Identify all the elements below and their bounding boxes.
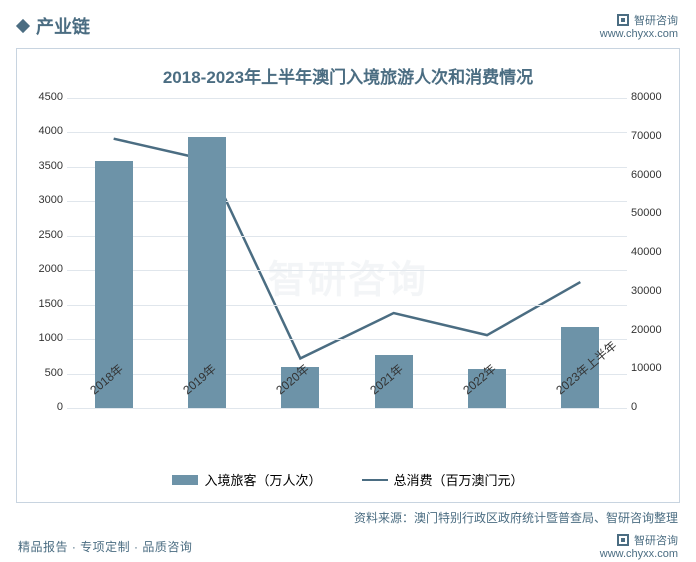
brand-url: www.chyxx.com [600,28,678,40]
y-right-tick: 60000 [631,169,671,181]
legend-bar-item: 入境旅客（万人次） [172,470,321,489]
legend-line-swatch [362,479,388,481]
y-left-tick: 3000 [29,194,63,206]
grid-line [67,270,627,271]
footer-brand: 智研咨询 www.chyxx.com [600,532,678,560]
y-left-tick: 2500 [29,229,63,241]
y-left-tick: 3500 [29,160,63,172]
grid-line [67,305,627,306]
plot-area: 0500100015002000250030003500400045000100… [67,98,627,408]
source-label: 资料来源： [354,511,414,525]
header-left: 产业链 [18,13,90,39]
y-right-tick: 70000 [631,130,671,142]
source-line: 资料来源：澳门特别行政区政府统计暨普查局、智研咨询整理 [0,509,678,526]
grid-line [67,339,627,340]
footer-brand-name: 智研咨询 [634,532,678,548]
line-series-svg [67,98,627,408]
legend-bar-label: 入境旅客（万人次） [204,470,321,489]
source-text: 澳门特别行政区政府统计暨普查局、智研咨询整理 [414,511,678,525]
footer-brand-icon [616,533,630,547]
chart-container: 智研咨询 2018-2023年上半年澳门入境旅游人次和消费情况 05001000… [16,48,680,503]
grid-line [67,374,627,375]
grid-line [67,167,627,168]
x-axis-labels: 2018年2019年2020年2021年2022年2023年上半年 [57,377,617,437]
y-right-tick: 10000 [631,362,671,374]
header: 产业链 智研咨询 www.chyxx.com [0,0,696,48]
legend-bar-swatch [172,475,198,485]
brand-name: 智研咨询 [634,12,678,28]
brand-top: 智研咨询 [616,12,678,28]
y-right-tick: 30000 [631,285,671,297]
line-path [114,139,581,359]
grid-line [67,98,627,99]
section-title: 产业链 [36,13,90,39]
y-right-tick: 80000 [631,91,671,103]
y-left-tick: 1000 [29,332,63,344]
y-right-tick: 20000 [631,324,671,336]
y-right-tick: 50000 [631,207,671,219]
y-right-tick: 0 [631,401,671,413]
y-right-tick: 40000 [631,246,671,258]
grid-line [67,201,627,202]
footer-brand-url: www.chyxx.com [600,548,678,560]
legend-line-item: 总消费（百万澳门元） [362,470,524,489]
footer-tagline: 精品报告 · 专项定制 · 品质咨询 [18,538,192,555]
footer-brand-top: 智研咨询 [616,532,678,548]
diamond-icon [16,19,30,33]
y-left-tick: 4000 [29,125,63,137]
legend-line-label: 总消费（百万澳门元） [394,470,524,489]
y-left-tick: 2000 [29,263,63,275]
grid-line [67,132,627,133]
brand-icon [616,13,630,27]
y-left-tick: 1500 [29,298,63,310]
legend: 入境旅客（万人次） 总消费（百万澳门元） [27,470,669,489]
grid-line [67,236,627,237]
chart-title: 2018-2023年上半年澳门入境旅游人次和消费情况 [27,63,669,88]
footer: 精品报告 · 专项定制 · 品质咨询 智研咨询 www.chyxx.com [0,526,696,560]
y-left-tick: 4500 [29,91,63,103]
brand-block: 智研咨询 www.chyxx.com [600,12,678,40]
